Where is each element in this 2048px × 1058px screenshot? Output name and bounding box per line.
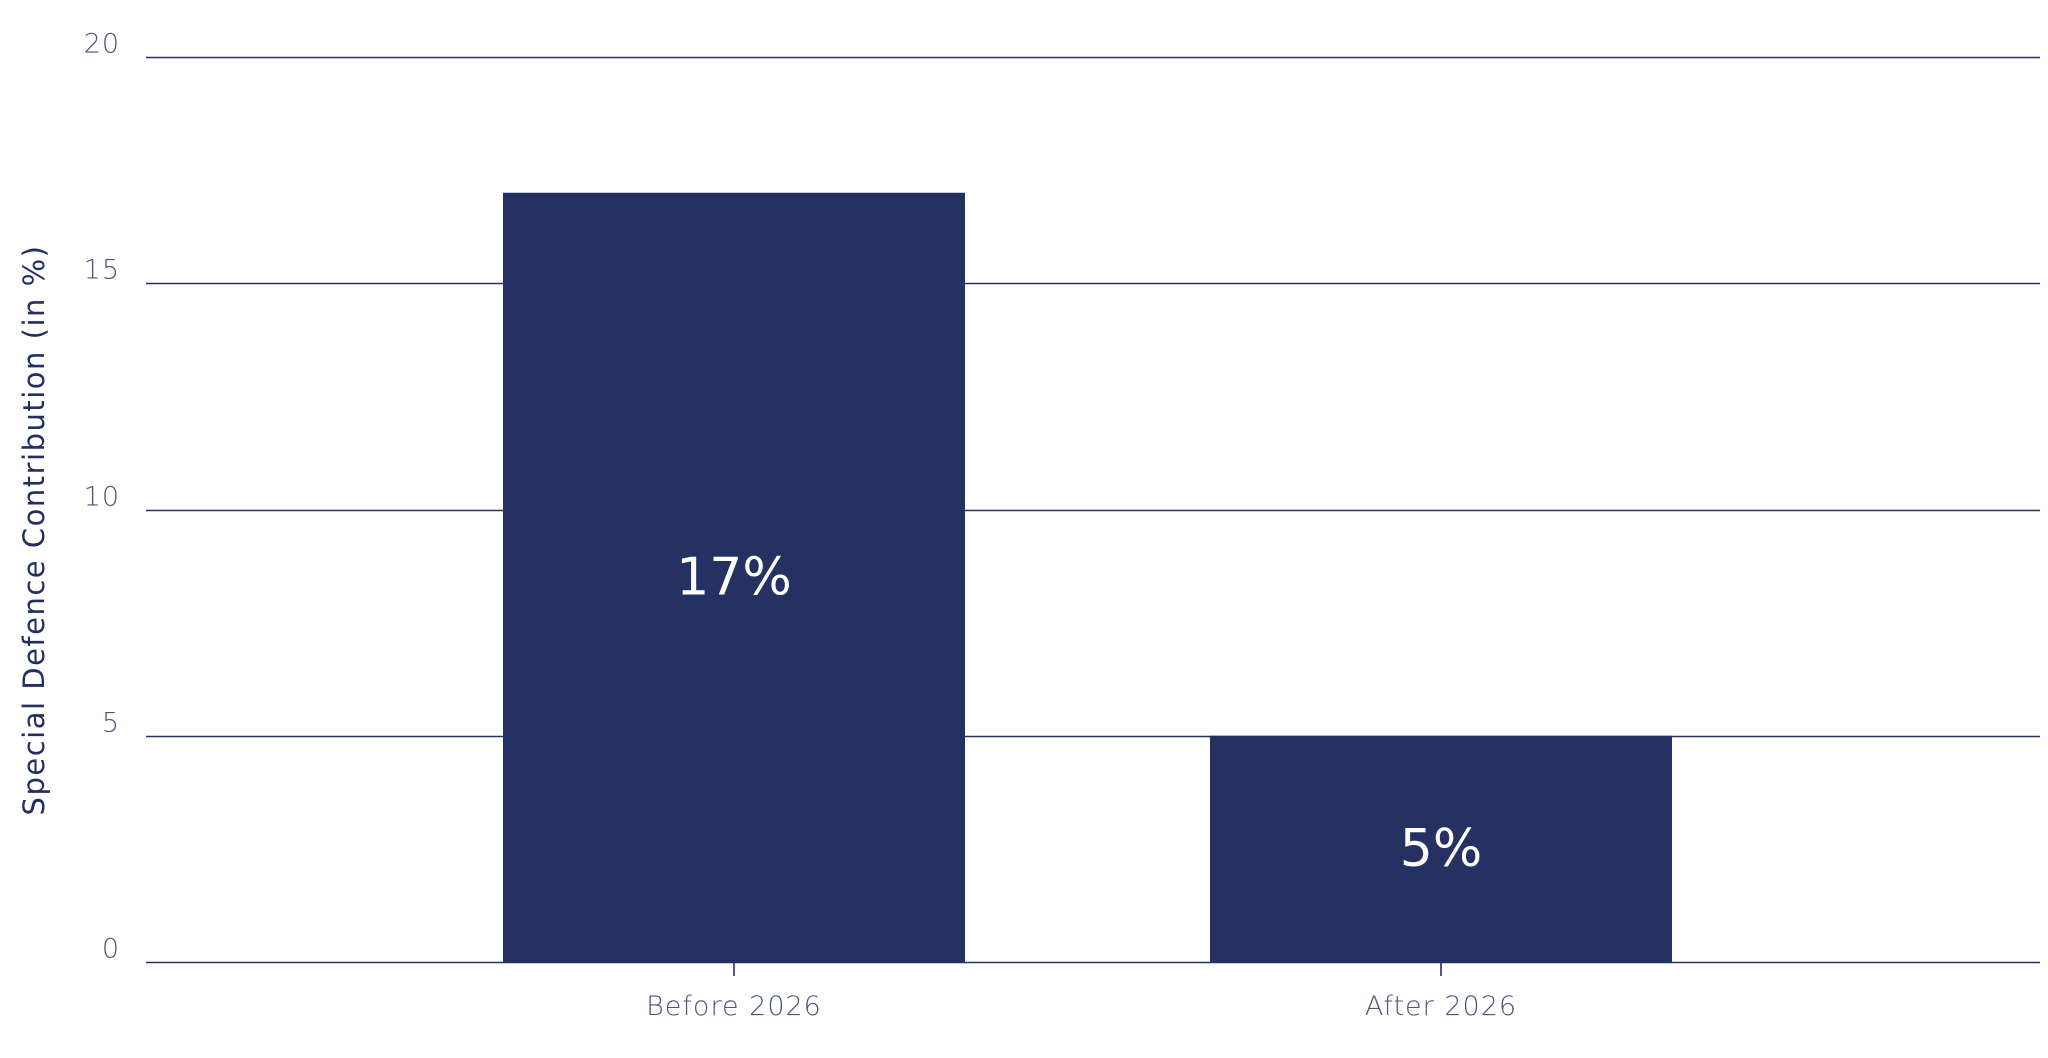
bar-2 [1210,735,1672,962]
data-label: 5% [1400,819,1483,879]
bars [503,192,1672,962]
y-tick-label: 10 [84,482,120,513]
x-tick-label: Before 2026 [646,991,822,1022]
y-axis-tick-labels: 0 5 10 15 20 [84,29,120,965]
data-label: 17% [676,547,792,607]
y-axis-title: Special Defence Contribution (in %) [17,245,51,816]
x-axis-ticks: Before 2026 After 2026 [646,962,1517,1022]
y-tick-label: 5 [102,708,120,739]
y-tick-label: 15 [84,255,120,286]
bar-1 [503,192,965,962]
x-tick-label: After 2026 [1365,991,1517,1022]
grid-lines [146,56,2040,964]
y-tick-label: 0 [102,934,120,965]
y-tick-label: 20 [84,29,120,60]
data-labels: 17% 5% [676,547,1482,879]
